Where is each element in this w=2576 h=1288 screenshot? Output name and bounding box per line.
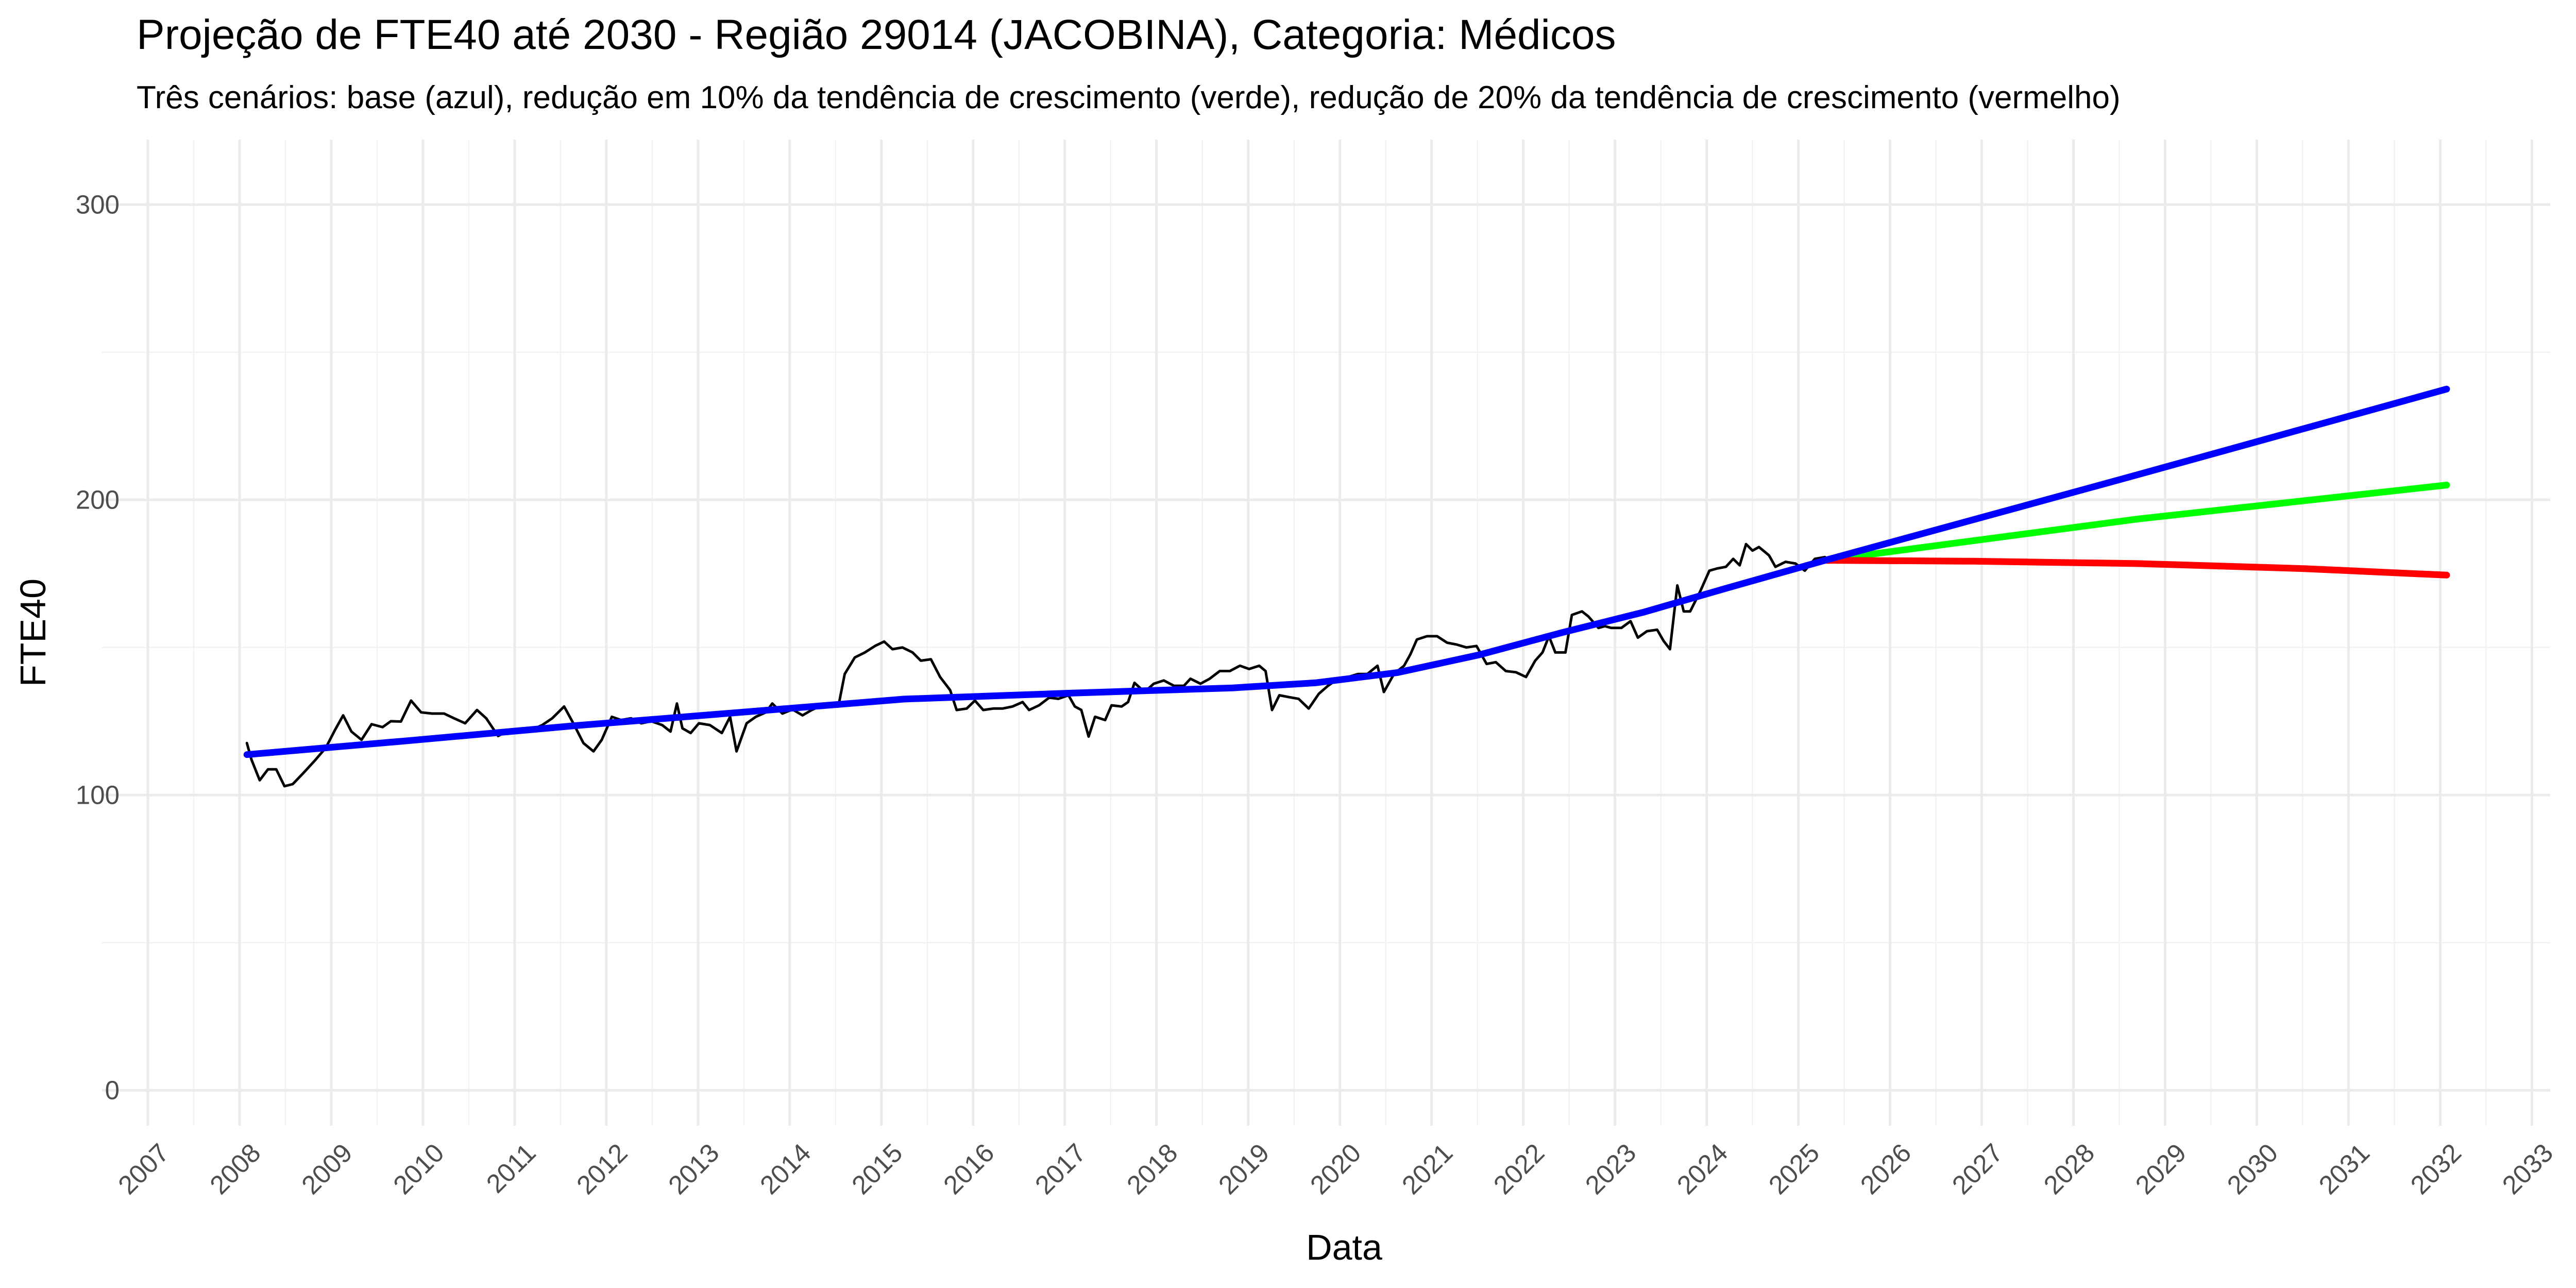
chart-title: Projeção de FTE40 até 2030 - Região 2901… [137,11,1616,58]
series-line [243,385,2450,758]
y-tick-label: 200 [76,485,120,515]
series-line [1821,482,2450,564]
chart-subtitle: Três cenários: base (azul), redução em 1… [137,80,2121,115]
y-tick-label: 300 [76,190,120,219]
y-tick-label: 100 [76,781,120,810]
x-axis-title: Data [1306,1227,1382,1267]
grid [102,140,2550,1126]
plot-area [243,385,2450,788]
series-line [1821,557,2450,579]
y-axis-title: FTE40 [13,579,53,687]
y-tick-label: 0 [105,1076,120,1105]
